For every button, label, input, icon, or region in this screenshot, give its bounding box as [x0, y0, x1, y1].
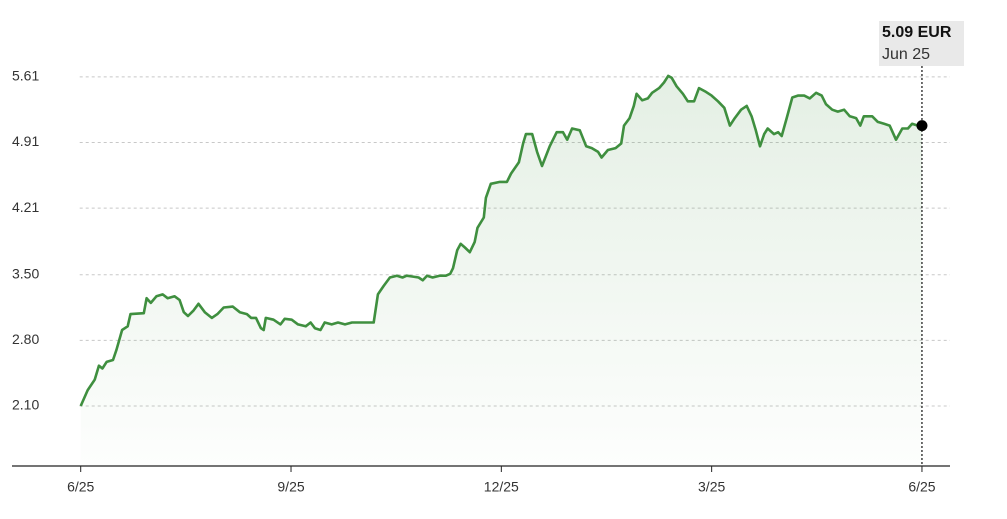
plot	[79, 66, 928, 467]
y-tick-label: 2.10	[12, 397, 39, 413]
x-tick-label: 6/25	[908, 479, 935, 495]
y-tick-label: 5.61	[12, 68, 39, 84]
tooltip-value: 5.09 EUR	[882, 24, 952, 41]
y-tick-label: 4.91	[12, 133, 39, 149]
x-tick-label: 3/25	[698, 479, 725, 495]
x-tick-label: 12/25	[484, 479, 519, 495]
y-tick-label: 3.50	[12, 265, 39, 281]
x-tick-label: 9/25	[277, 479, 304, 495]
axes: 2.10 2.80 3.50 4.21 4.91 5.61 6/25 9/25 12/25 3/2…	[12, 68, 950, 495]
x-tick-label: 6/25	[67, 479, 94, 495]
y-tick-label: 2.80	[12, 331, 39, 347]
tooltip-date: Jun 25	[882, 46, 930, 63]
last-point	[916, 120, 928, 132]
tooltip-box	[879, 21, 964, 66]
tooltip: 5.09 EUR Jun 25	[879, 21, 964, 66]
line	[79, 74, 922, 407]
area	[80, 75, 922, 467]
y-tick-label: 4.21	[12, 199, 39, 215]
